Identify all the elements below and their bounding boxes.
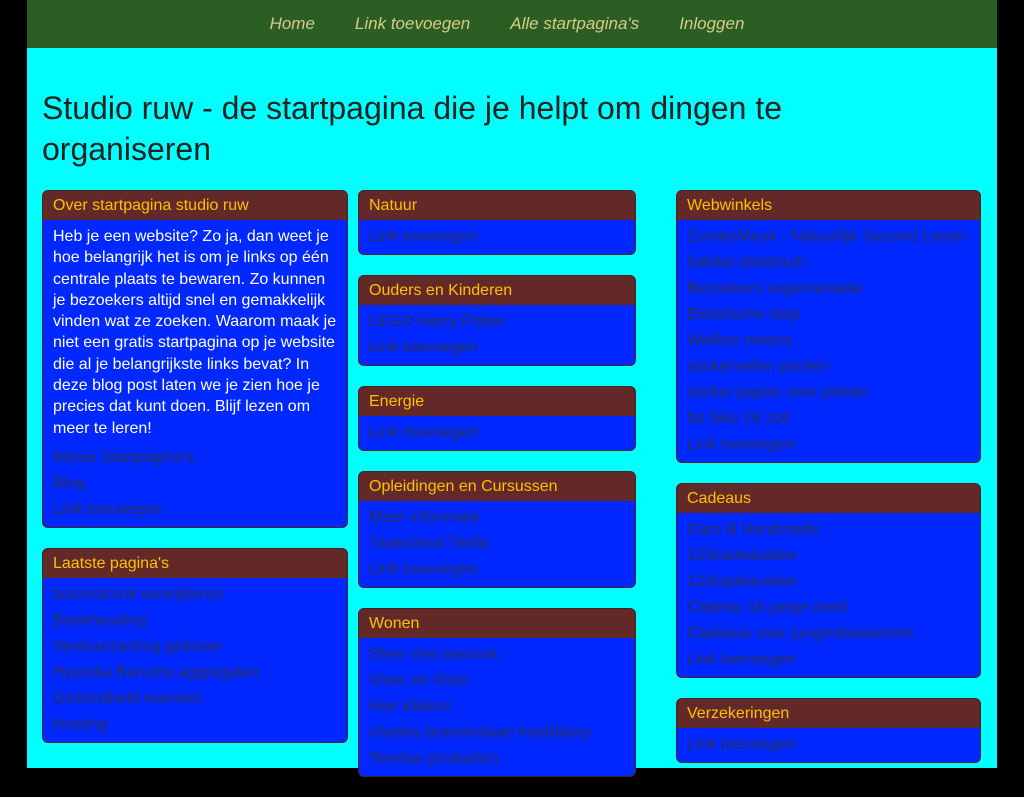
nav-alle-startpaginas[interactable]: Alle startpagina's <box>510 14 640 33</box>
box-title: Opleidingen en Cursussen <box>359 472 635 501</box>
link-item[interactable]: Hyundai Benzine aggregaten <box>53 663 260 681</box>
add-link-button[interactable]: Link toevoegen <box>687 436 796 453</box>
add-link-button[interactable]: Link toevoegen <box>369 561 478 578</box>
link-item[interactable]: fatbike elektrisch <box>687 254 807 271</box>
box-ouders-en-kinderen: Ouders en Kinderen LEGO Harry Potter Link … <box>358 275 636 366</box>
page-title: Studio ruw - de startpagina die je helpt… <box>42 90 783 167</box>
link-item[interactable]: Meer informatie <box>369 509 481 526</box>
box-body: Heb je een website? Zo ja, dan weet je h… <box>43 220 347 527</box>
nav-link-toevoegen[interactable]: Link toevoegen <box>354 14 471 33</box>
link-item[interactable]: Gezondheid mannen <box>53 689 202 707</box>
box-natuur: Natuur Link toevoegen <box>358 190 636 255</box>
link-item[interactable]: Taalschool Tarifa <box>369 535 488 552</box>
box-title: Laatste pagina's <box>43 548 347 578</box>
box-body: Link toevoegen <box>677 728 980 762</box>
add-link-button[interactable]: Link toevoegen <box>687 736 796 753</box>
link-item[interactable]: Wellion meters <box>687 332 793 349</box>
add-link-button[interactable]: Link toevoegen <box>687 651 796 668</box>
box-energie: Energie Link toevoegen <box>358 386 636 451</box>
box-body: Link toevoegen <box>359 220 635 254</box>
link-item[interactable]: Blog <box>53 474 86 492</box>
link-item[interactable]: Mooie Startpagina's <box>53 448 194 466</box>
box-body: Caro B Handmade 123cadeauidee 123cadeauide… <box>677 513 980 677</box>
add-link-button[interactable]: Link toevoegen <box>369 339 478 356</box>
add-link-button[interactable]: Link toevoegen <box>53 500 162 518</box>
top-nav: Home Link toevoegen Alle startpagina's I… <box>27 0 997 48</box>
box-title: Webwinkels <box>677 191 980 220</box>
link-item[interactable]: Sfeer met wierook <box>369 646 498 663</box>
box-title: Natuur <box>359 191 635 220</box>
add-link-button[interactable]: Link toevoegen <box>369 424 478 441</box>
link-item[interactable]: Cadeau 16 jarige meid <box>687 599 848 616</box>
box-title: Ouders en Kinderen <box>359 276 635 305</box>
column-3: Webwinkels ZonderMeuk - Natuurlijk Gezond… <box>676 190 981 783</box>
link-item[interactable]: ZonderMeuk - Natuurlijk Gezond Leven <box>687 228 967 245</box>
link-item[interactable]: stickervellen printen <box>687 358 829 375</box>
box-verzekeringen: Verzekeringen Link toevoegen <box>676 698 981 763</box>
box-body: Sfeer met wierook Vloer en Visie Hier klik… <box>359 638 635 776</box>
link-item[interactable]: LEGO Harry Potter <box>369 313 505 330</box>
box-body: Meer informatie Taalschool Tarifa Link toe… <box>359 501 635 587</box>
box-body: LEGO Harry Potter Link toevoegen <box>359 305 635 365</box>
about-text: Heb je een website? Zo ja, dan weet je h… <box>53 228 337 437</box>
box-laatste-pagina-s: Laatste pagina's boomstronk verwijderen Bo… <box>42 547 348 743</box>
box-webwinkels: Webwinkels ZonderMeuk - Natuurlijk Gezond… <box>676 190 981 463</box>
link-item[interactable]: sticker papier voor printer <box>687 384 868 401</box>
link-item[interactable]: Boekhouding <box>53 611 147 629</box>
nav-home[interactable]: Home <box>269 14 315 33</box>
link-item[interactable]: Hosting <box>53 715 108 733</box>
link-item[interactable]: 123cadeauidee <box>687 573 797 590</box>
box-wonen: Wonen Sfeer met wierook Vloer en Visie Hier… <box>358 608 636 777</box>
box-body: boomstronk verwijderen Boekhouding Verduur… <box>43 578 347 742</box>
box-title: Wonen <box>359 609 635 638</box>
link-item[interactable]: Bezoekers segementatie <box>687 280 864 297</box>
link-item[interactable]: Verduurzaming gebouw <box>53 637 222 655</box>
box-body: ZonderMeuk - Natuurlijk Gezond Leven fatb… <box>677 220 980 462</box>
add-link-button[interactable]: Link toevoegen <box>369 228 478 245</box>
box-title: Cadeaus <box>677 484 980 513</box>
column-1: Over startpagina studio ruw Heb je een we… <box>42 190 348 763</box>
link-item[interactable]: fat bike 28 zoll <box>687 410 790 427</box>
box-title: Verzekeringen <box>677 699 980 728</box>
page: Home Link toevoegen Alle startpagina's I… <box>27 0 997 777</box>
box-cadeaus: Cadeaus Caro B Handmade 123cadeauidee 123ca… <box>676 483 981 678</box>
link-item[interactable]: Cadeaus voor jongvolwassenen <box>687 625 914 642</box>
nav-inloggen[interactable]: Inloggen <box>679 14 745 33</box>
box-title: Over startpagina studio ruw <box>43 191 347 220</box>
link-item[interactable]: Vloer en Visie <box>369 672 468 689</box>
link-item[interactable]: Hier klikken <box>369 698 452 715</box>
link-item[interactable]: boomstronk verwijderen <box>53 585 223 603</box>
link-item[interactable]: 123cadeauidee <box>687 547 797 564</box>
column-2: Natuur Link toevoegen Ouders en Kinderen LE… <box>358 190 636 797</box>
box-title: Energie <box>359 387 635 416</box>
box-opleidingen-en-cursussen: Opleidingen en Cursussen Meer informatie T… <box>358 471 636 588</box>
link-item[interactable]: Elektrische step <box>687 306 800 323</box>
link-item[interactable]: Caro B Handmade <box>687 521 820 538</box>
box-over-startpagina-studio-ruw: Over startpagina studio ruw Heb je een we… <box>42 190 348 528</box>
link-item[interactable]: Texelse producten <box>369 750 499 767</box>
box-body: Link toevoegen <box>359 416 635 450</box>
link-item[interactable]: charles brandonlaan hoofddorp <box>369 724 591 741</box>
